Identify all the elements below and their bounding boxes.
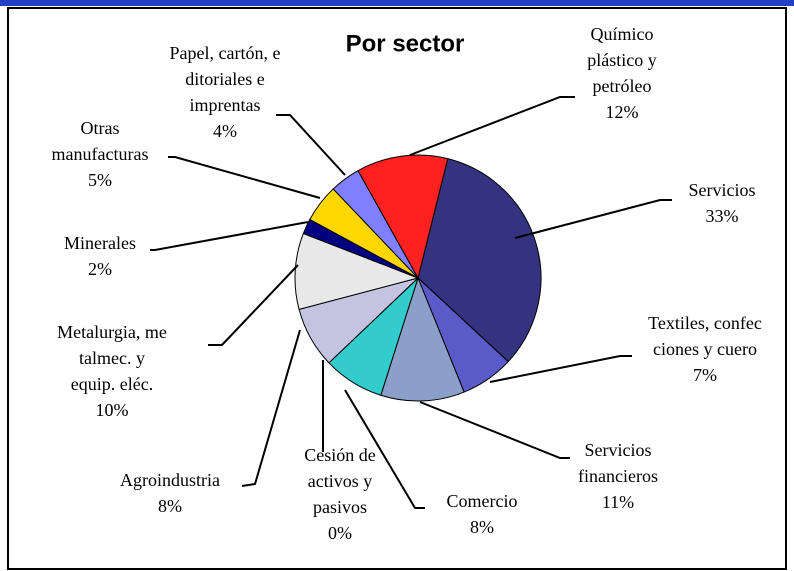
slice-label: Comercio — [447, 491, 518, 511]
pie-slice — [417, 158, 542, 363]
slice-label: Servicios — [585, 440, 652, 460]
value-label: 5% — [88, 170, 112, 190]
slice-label: Servicios — [689, 180, 756, 200]
slice-label: equip. eléc. — [71, 374, 153, 394]
leader-line — [168, 156, 321, 199]
value-label: 4% — [213, 121, 237, 141]
value-label: 0% — [328, 523, 352, 543]
value-label: 11% — [602, 492, 634, 512]
value-label: 33% — [706, 206, 739, 226]
slice-label: petróleo — [593, 76, 652, 96]
value-label: 2% — [88, 259, 112, 279]
value-label: 10% — [96, 400, 129, 420]
slice-label: imprentas — [190, 95, 261, 115]
pie-slice — [380, 276, 465, 402]
pie-slice — [357, 154, 449, 280]
slice-label: Minerales — [64, 233, 136, 253]
slice-label: Otras — [81, 118, 120, 138]
leader-line — [344, 389, 425, 509]
leader-line — [276, 114, 346, 176]
slice-label: talmec. y — [79, 348, 145, 368]
leader-line — [409, 96, 575, 156]
leader-line — [489, 355, 632, 383]
value-label: 8% — [158, 496, 182, 516]
slice-label: activos y — [308, 471, 373, 491]
slice-label: pasivos — [313, 497, 367, 517]
slice-label: Metalurgia, me — [57, 322, 167, 342]
slice-label: financieros — [578, 466, 658, 486]
slice-label: Cesión de — [304, 445, 376, 465]
leader-line — [419, 401, 570, 459]
leader-line — [514, 199, 672, 239]
value-label: 8% — [470, 517, 494, 537]
slice-label: plástico y — [587, 50, 657, 70]
slice-label: ditoriales e — [185, 69, 264, 89]
leader-line — [241, 329, 301, 487]
leader-line — [208, 264, 299, 346]
chart-title: Por sector — [346, 30, 465, 57]
window-bar — [0, 0, 794, 6]
leader-line — [150, 221, 309, 251]
value-label: 12% — [606, 102, 639, 122]
slice-label: Papel, cartón, e — [170, 43, 281, 63]
slice-label: ciones y cuero — [653, 339, 757, 359]
slice-label: manufacturas — [52, 144, 149, 164]
pie-slice — [294, 232, 420, 311]
value-label: 7% — [693, 365, 717, 385]
slice-label: Textiles, confec — [648, 313, 762, 333]
slice-label: Químico — [591, 24, 654, 44]
slice-label: Agroindustria — [120, 470, 220, 490]
